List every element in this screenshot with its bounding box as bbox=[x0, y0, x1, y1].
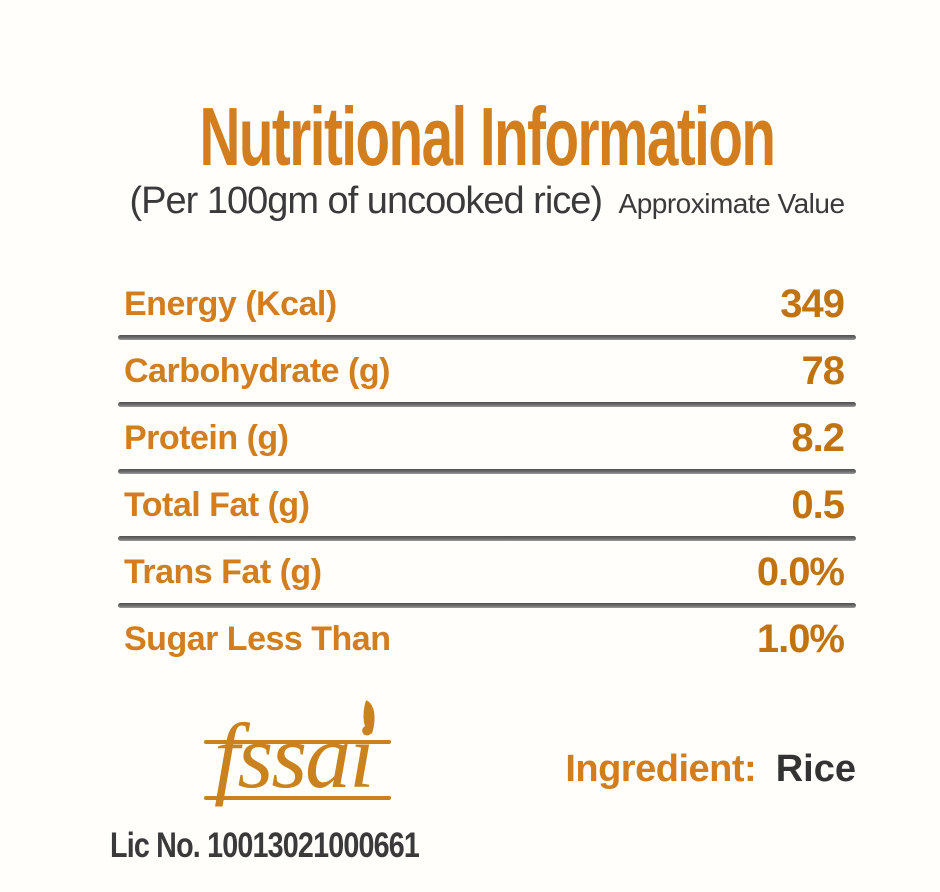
ingredient-label: Ingredient: bbox=[565, 748, 757, 790]
table-row: Protein (g) 8.2 bbox=[118, 407, 856, 469]
table-row: Trans Fat (g) 0.0% bbox=[118, 541, 856, 603]
nutrient-value: 1.0% bbox=[756, 616, 845, 661]
nutrient-label: Protein (g) bbox=[124, 418, 289, 457]
nutrient-value: 78 bbox=[801, 348, 845, 393]
subtitle-serving: (Per 100gm of uncooked rice) bbox=[129, 180, 603, 222]
table-row: Carbohydrate (g) 78 bbox=[118, 340, 856, 402]
nutrient-label: Carbohydrate (g) bbox=[124, 351, 390, 390]
nutrient-label: Total Fat (g) bbox=[124, 485, 310, 524]
nutrient-label: Energy (Kcal) bbox=[124, 284, 337, 323]
nutrient-label: Trans Fat (g) bbox=[124, 552, 322, 591]
row-divider bbox=[118, 335, 856, 340]
ingredient-value: Rice bbox=[775, 748, 856, 790]
ingredient-line: Ingredient: Rice bbox=[565, 748, 856, 791]
row-divider bbox=[118, 402, 856, 407]
fssai-block: fssai Lic No. 10013021000661 bbox=[110, 700, 487, 866]
subtitle-approximate-note: Approximate Value bbox=[618, 188, 846, 219]
nutrient-value: 0.0% bbox=[756, 549, 845, 594]
subtitle: (Per 100gm of uncooked rice) Approximate… bbox=[118, 179, 856, 231]
footer: fssai Lic No. 10013021000661 Ingredient:… bbox=[110, 700, 856, 866]
fssai-logo-text: fssai bbox=[214, 705, 375, 807]
page-title: Nutritional Information bbox=[199, 90, 777, 183]
fssai-logo: fssai bbox=[204, 700, 391, 822]
table-row: Sugar Less Than 1.0% bbox=[118, 608, 856, 670]
fssai-top-rule bbox=[204, 740, 391, 744]
table-row: Total Fat (g) 0.5 bbox=[118, 474, 856, 536]
nutrient-value: 8.2 bbox=[791, 415, 845, 460]
nutrient-value: 349 bbox=[780, 281, 845, 326]
row-divider bbox=[118, 469, 856, 474]
nutrition-table: Energy (Kcal) 349 Carbohydrate (g) 78 Pr… bbox=[118, 273, 856, 670]
table-row: Energy (Kcal) 349 bbox=[118, 273, 856, 335]
fssai-bottom-rule bbox=[204, 796, 391, 800]
nutrient-label: Sugar Less Than bbox=[124, 619, 391, 658]
nutrition-label: Nutritional Information (Per 100gm of un… bbox=[110, 0, 856, 866]
row-divider bbox=[118, 603, 856, 608]
row-divider bbox=[118, 536, 856, 541]
nutrient-value: 0.5 bbox=[791, 482, 845, 527]
license-number: Lic No. 10013021000661 bbox=[110, 826, 420, 865]
